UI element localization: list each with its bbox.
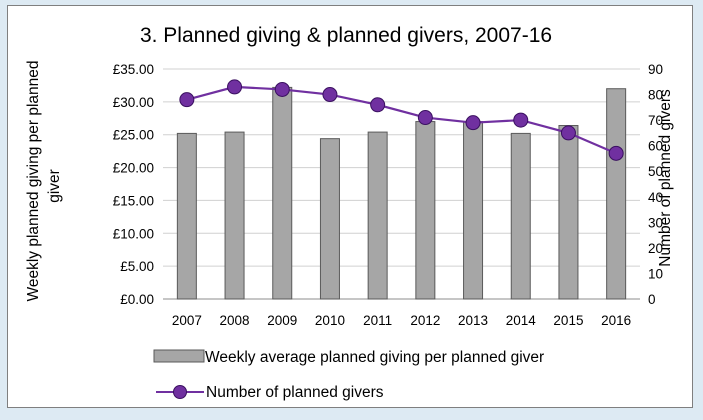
left-axis-ticks: £0.00 £5.00 £10.00 £15.00 £20.00 £25.00 £30.00… xyxy=(113,62,154,307)
bar xyxy=(176,132,197,300)
right-tick-label: 70 xyxy=(648,113,663,128)
x-tick-label: 2014 xyxy=(506,313,537,328)
bar-series xyxy=(176,86,627,300)
x-tick-label: 2008 xyxy=(220,313,250,328)
line-point xyxy=(322,87,338,103)
line-point xyxy=(370,97,386,113)
left-tick-label: £25.00 xyxy=(113,128,154,143)
right-tick-label: 40 xyxy=(648,190,663,205)
left-tick-label: £30.00 xyxy=(113,95,154,110)
x-tick-label: 2013 xyxy=(458,313,488,328)
left-tick-label: £10.00 xyxy=(113,226,154,241)
right-tick-label: 50 xyxy=(648,164,663,179)
line-point xyxy=(417,110,433,126)
right-tick-label: 20 xyxy=(648,241,663,256)
bar xyxy=(367,131,388,300)
left-tick-label: £20.00 xyxy=(113,161,154,176)
legend: Weekly average planned giving per planne… xyxy=(153,349,544,401)
x-tick-label: 2012 xyxy=(410,313,440,328)
left-tick-label: £35.00 xyxy=(113,62,154,77)
chart-frame: 3. Planned giving & planned givers, 2007… xyxy=(7,5,693,408)
bar xyxy=(224,131,245,300)
bar xyxy=(606,88,627,300)
left-tick-label: £15.00 xyxy=(113,193,154,208)
legend-bar-swatch xyxy=(153,349,205,363)
line-point xyxy=(179,92,195,108)
legend-line-label: Number of planned givers xyxy=(206,384,384,401)
bar xyxy=(558,125,579,300)
x-tick-label: 2016 xyxy=(601,313,631,328)
bar xyxy=(272,86,293,300)
line-series xyxy=(179,79,624,161)
combo-chart: 3. Planned giving & planned givers, 2007… xyxy=(25,24,674,401)
bar xyxy=(415,121,436,300)
x-tick-label: 2009 xyxy=(267,313,297,328)
right-tick-label: 80 xyxy=(648,88,663,103)
line-point xyxy=(274,81,290,97)
right-tick-label: 0 xyxy=(648,292,656,307)
x-tick-label: 2007 xyxy=(172,313,202,328)
line-point xyxy=(227,79,243,95)
legend-bar-label: Weekly average planned giving per planne… xyxy=(205,349,544,366)
right-tick-label: 30 xyxy=(648,215,663,230)
left-tick-label: £0.00 xyxy=(120,292,154,307)
line-point xyxy=(465,115,481,131)
right-tick-label: 10 xyxy=(648,266,663,281)
left-tick-label: £5.00 xyxy=(120,259,154,274)
bar xyxy=(319,138,340,300)
line-point xyxy=(560,125,576,141)
left-axis-title-line2: giver xyxy=(46,169,63,203)
bar xyxy=(510,132,531,300)
x-axis-ticks: 2007 2008 2009 2010 2011 2012 2013 2014 2015 2016 xyxy=(172,313,631,328)
right-tick-label: 90 xyxy=(648,62,663,77)
right-axis-title: Number of planned givers xyxy=(657,89,674,267)
legend-line-marker xyxy=(173,385,187,399)
line-point xyxy=(608,145,624,161)
x-tick-label: 2011 xyxy=(363,313,392,328)
left-axis-title-line1: Weekly planned giving per planned xyxy=(25,61,42,302)
x-tick-label: 2010 xyxy=(315,313,345,328)
x-tick-label: 2015 xyxy=(553,313,583,328)
chart-title: 3. Planned giving & planned givers, 2007… xyxy=(140,24,552,47)
line-point xyxy=(513,112,529,128)
right-tick-label: 60 xyxy=(648,139,663,154)
series-line xyxy=(186,85,617,155)
bar xyxy=(463,121,484,300)
right-axis-ticks: 0 10 20 30 40 50 60 70 80 90 xyxy=(648,62,663,307)
